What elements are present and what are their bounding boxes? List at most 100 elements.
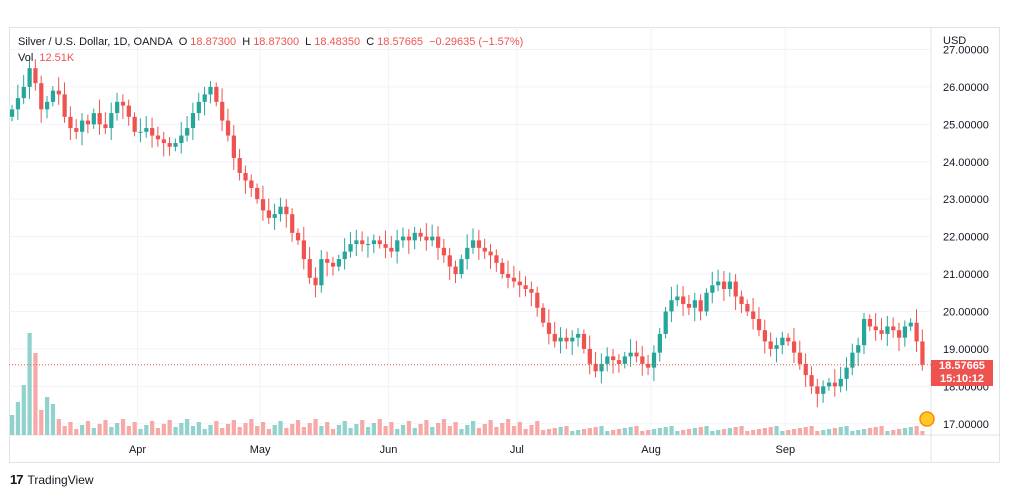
volume-bar <box>120 419 126 435</box>
volume-bar <box>914 426 919 435</box>
candle-body <box>832 382 838 387</box>
candle-body <box>45 101 50 110</box>
candle-body <box>803 363 808 376</box>
candle-body <box>640 356 645 364</box>
volume-bar <box>704 426 709 435</box>
candle-body <box>190 113 196 129</box>
candle-body <box>745 303 750 312</box>
volume-bar <box>546 429 552 435</box>
candle-body <box>517 281 522 286</box>
candle-body <box>762 330 768 342</box>
vol-label: Vol <box>18 52 34 64</box>
open-label: O <box>178 36 188 48</box>
volume-bar <box>278 421 283 435</box>
volume-bar <box>733 427 738 435</box>
volume-bar <box>389 422 394 435</box>
candle-body <box>441 247 447 256</box>
candle-body <box>15 98 21 110</box>
volume-bar <box>307 423 312 435</box>
volume-bar <box>39 410 44 435</box>
candle-body <box>500 262 505 275</box>
volume-bar <box>698 427 703 435</box>
volume-bar <box>185 419 190 435</box>
footer-brand: TradingView <box>27 472 94 487</box>
candle-body <box>21 86 26 99</box>
candle-body <box>867 318 873 327</box>
candle-body <box>290 214 295 233</box>
volume-bar <box>739 426 744 435</box>
candle-body <box>185 128 190 136</box>
volume-bar <box>628 427 633 435</box>
candle-body <box>570 337 575 342</box>
candle-body <box>529 289 534 293</box>
candle-body <box>576 333 581 338</box>
high-value: 18.87300 <box>253 36 300 48</box>
volume-bar <box>155 428 161 435</box>
candle-body <box>97 113 102 125</box>
x-tick-label: May <box>250 444 271 456</box>
candle-body <box>511 277 517 282</box>
volume-legend: Vol 12.51K <box>18 52 77 64</box>
volume-bar <box>681 430 686 435</box>
candle-body <box>447 255 452 267</box>
candle-body <box>307 259 312 278</box>
volume-bar <box>272 425 277 435</box>
volume-bar <box>45 397 50 435</box>
volume-bar <box>762 428 768 435</box>
candle-body <box>109 113 114 129</box>
volume-bar <box>856 430 861 435</box>
footer[interactable]: 17 TradingView <box>10 472 94 487</box>
candle-body <box>599 363 604 372</box>
candle-body <box>330 262 336 267</box>
volume-bar <box>768 427 773 435</box>
candle-body <box>581 333 587 349</box>
y-tick-label: 27.00000 <box>943 44 989 56</box>
candle-body <box>920 341 925 365</box>
candle-body <box>523 285 528 290</box>
candle-body <box>389 247 394 252</box>
candle-body <box>138 131 143 133</box>
volume-bar <box>710 431 715 435</box>
volume-bar <box>301 427 307 435</box>
volume-bar <box>850 431 855 435</box>
volume-bar <box>74 429 79 435</box>
candle-body <box>768 341 773 349</box>
volume-bar <box>791 429 797 435</box>
volume-bar <box>511 426 517 435</box>
candle-body <box>896 330 902 338</box>
candle-body <box>879 330 884 334</box>
volume-bar <box>867 428 873 435</box>
x-tick-label: Jul <box>510 444 524 456</box>
volume-bar <box>826 429 832 435</box>
candle-body <box>278 206 283 215</box>
event-marker-icon <box>919 411 935 427</box>
candle-body <box>80 120 85 132</box>
candle-body <box>797 352 803 364</box>
volume-bar <box>716 430 721 435</box>
candle-body <box>319 259 324 286</box>
candle-body <box>214 86 219 102</box>
candle-body <box>465 247 470 260</box>
volume-bar <box>646 430 651 435</box>
candle-body <box>50 90 56 102</box>
volume-bar <box>225 424 231 435</box>
volume-bar <box>255 426 260 435</box>
candle-body <box>68 116 73 129</box>
volume-bar <box>640 431 645 435</box>
candle-body <box>605 356 610 364</box>
volume-bar <box>786 430 791 435</box>
candle-body <box>243 172 248 181</box>
last-price-tag: 18.57665 <box>931 360 993 373</box>
volume-bar <box>430 427 435 435</box>
candle-body <box>430 236 435 241</box>
volume-bar <box>208 425 213 435</box>
volume-bar <box>220 428 225 435</box>
volume-bar <box>342 421 347 435</box>
candle-body <box>155 135 161 140</box>
volume-bar <box>523 429 528 435</box>
candlestick-chart[interactable]: 27.00000 26.00000 25.00000 24.00000 23.00000… <box>9 27 1000 463</box>
chart-legend: Silver / U.S. Dollar, 1D, OANDA O 18.8730… <box>18 36 526 48</box>
candle-body <box>716 281 721 286</box>
volume-bar <box>494 427 499 435</box>
volume-bar <box>325 422 330 435</box>
